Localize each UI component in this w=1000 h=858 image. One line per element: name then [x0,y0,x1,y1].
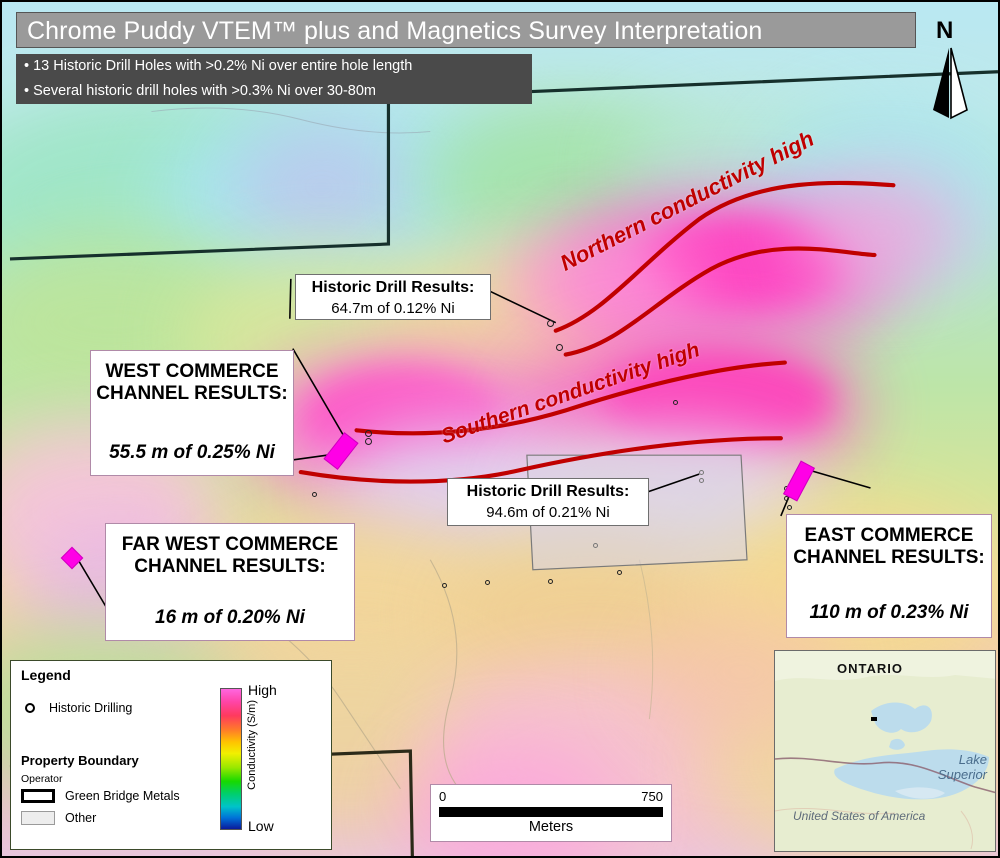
highlight-item-1: • 13 Historic Drill Holes with >0.2% Ni … [24,58,413,74]
callout-line-2: CHANNEL RESULTS: [96,383,288,405]
drill-hole-marker[interactable] [548,579,553,584]
colorbar-axis-label: Conductivity (S/m) [246,700,258,790]
north-arrow-letter: N [936,17,954,44]
colorbar-high-label: High [248,682,277,698]
scalebar-bar [439,807,663,817]
drill-hole-marker[interactable] [699,470,704,475]
callout-line-1: EAST COMMERCE [804,525,974,546]
historic-drilling-icon [25,703,35,713]
drill-hole-marker[interactable] [442,583,447,588]
trail-line [638,559,654,720]
raster-blob [232,122,412,252]
locator-inset-map: ONTARIO Lake Superior United States of A… [774,650,996,852]
callout-east-commerce[interactable]: EAST COMMERCE CHANNEL RESULTS: 110 m of … [786,514,992,638]
legend-operator-green-bridge-row: Green Bridge Metals [21,789,180,803]
drill-hole-marker[interactable] [787,505,792,510]
inset-lake-label: Lake Superior [937,752,987,782]
drill-hole-marker[interactable] [547,320,554,327]
drill-hole-marker[interactable] [365,430,372,437]
drill-hole-marker[interactable] [617,570,622,575]
legend-historic-drilling-label: Historic Drilling [49,701,133,715]
inset-geometry [775,651,995,851]
legend-historic-drilling-row: Historic Drilling [25,701,132,715]
raster-blob-high [792,172,972,292]
callout-value: 110 m of 0.23% Ni [809,601,969,623]
other-operator-swatch-icon [21,811,55,825]
drill-hole-marker[interactable] [784,496,789,501]
callout-west-commerce[interactable]: WEST COMMERCE CHANNEL RESULTS: 55.5 m of… [90,350,294,476]
drill-hole-marker[interactable] [365,438,372,445]
legend-property-boundary-label: Property Boundary [21,753,139,768]
drill-hole-marker[interactable] [556,344,563,351]
legend-panel: Legend Historic Drilling Property Bounda… [10,660,332,850]
trail-line [429,559,471,800]
inset-province-label: ONTARIO [837,661,903,676]
scalebar-units-label: Meters [528,819,574,835]
northern-conductivity-line-2 [563,246,877,357]
callout-line-2: CHANNEL RESULTS: [134,556,326,578]
callout-line-1: FAR WEST COMMERCE [121,534,339,555]
callout-header: Historic Drill Results: [466,483,630,500]
drill-hole-marker[interactable] [312,492,317,497]
legend-title: Legend [21,667,71,683]
southern-conductivity-line-1 [354,360,787,436]
highlight-item-2: • Several historic drill holes with >0.3… [24,83,377,99]
raster-blob-high [602,352,832,447]
drill-hole-marker[interactable] [673,400,678,405]
callout-value: 64.7m of 0.12% Ni [331,299,455,317]
north-arrow: N [927,17,975,120]
callout-header: Historic Drill Results: [311,279,475,296]
highlights-box: • 13 Historic Drill Holes with >0.2% Ni … [16,54,532,104]
inset-country-label: United States of America [793,809,926,823]
drill-hole-marker[interactable] [485,580,490,585]
callout-value: 16 m of 0.20% Ni [155,606,305,628]
scale-bar: 0 750 Meters [430,784,672,842]
map-title: Chrome Puddy VTEM™ plus and Magnetics Su… [16,12,916,48]
callout-historic-drill-center[interactable]: Historic Drill Results: 94.6m of 0.21% N… [447,478,649,526]
conductivity-colorbar: High Low Conductivity (S/m) [220,682,277,834]
callout-line-1: WEST COMMERCE [105,361,279,382]
callout-line-2: CHANNEL RESULTS: [793,547,985,569]
colorbar-gradient [220,688,242,830]
legend-operator-label: Operator [21,773,63,785]
north-arrow-glyph [933,47,968,120]
callout-far-west-commerce[interactable]: FAR WEST COMMERCE CHANNEL RESULTS: 16 m … [105,523,355,641]
scalebar-max-label: 750 [641,789,663,804]
drill-hole-marker[interactable] [699,478,704,483]
southern-conductivity-line-2 [298,436,783,484]
callout-value: 94.6m of 0.21% Ni [486,503,610,521]
project-location-dot [871,717,877,721]
property-boundary-north [9,70,998,261]
colorbar-low-label: Low [248,818,274,834]
scalebar-min-label: 0 [439,789,447,804]
callout-historic-drill-north[interactable]: Historic Drill Results: 64.7m of 0.12% N… [295,274,491,320]
legend-operator-other-row: Other [21,811,96,825]
northern-conductivity-line-1 [553,180,896,333]
green-bridge-swatch-icon [21,789,55,803]
drill-hole-marker[interactable] [593,543,598,548]
trail-line [151,107,431,134]
legend-operator-item-label: Green Bridge Metals [65,789,180,803]
legend-operator-item-label: Other [65,811,97,825]
callout-value: 55.5 m of 0.25% Ni [109,441,275,463]
